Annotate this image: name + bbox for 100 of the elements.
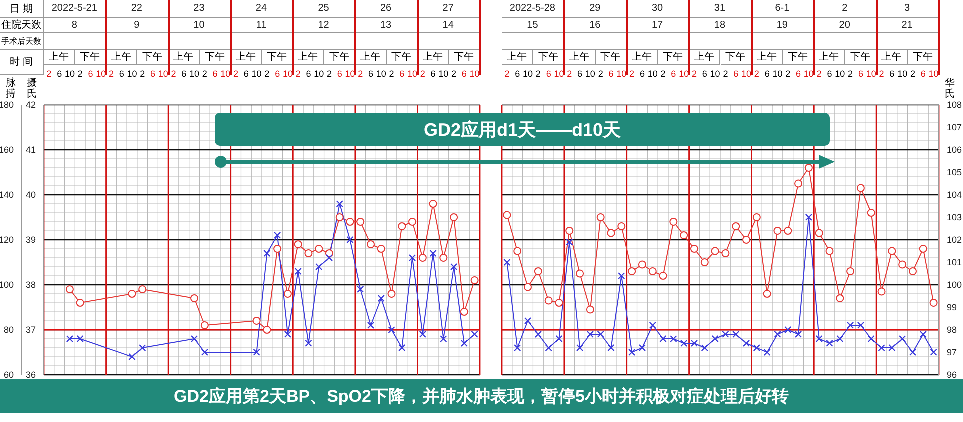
x-tick-label: 6: [337, 69, 342, 79]
x-tick-label: 6: [796, 69, 802, 79]
x-tick-label: 2: [660, 69, 666, 79]
x-tick-label: 10: [523, 69, 534, 79]
text: 9: [106, 18, 169, 33]
text: 14: [418, 18, 480, 33]
text: 上午: [174, 52, 194, 63]
text: 27: [418, 0, 480, 18]
x-tick-label: 2: [326, 69, 332, 79]
x-tick-label: 2: [202, 69, 208, 79]
x-tick-label: 10: [470, 69, 480, 79]
y2-tick-label: 96: [947, 370, 958, 380]
text: 下午: [663, 52, 684, 63]
y2-tick-label: 180: [0, 100, 14, 110]
y-tick-label: 40: [26, 190, 36, 200]
text: 上午: [111, 52, 132, 63]
text: 上午: [360, 52, 380, 63]
text: 17: [626, 18, 690, 33]
y2-tick-label: 160: [0, 145, 14, 156]
text: 下午: [600, 52, 621, 63]
x-tick-label: 10: [585, 69, 596, 79]
y2-tick-label: 120: [0, 235, 14, 246]
y-tick-label: 37: [26, 325, 36, 336]
text: 下午: [75, 50, 106, 65]
text: 11: [230, 18, 294, 33]
x-tick-label: 6: [57, 69, 62, 79]
text: 8: [44, 18, 106, 33]
x-tick-label: 6: [212, 69, 218, 79]
y2-tick-label: 99: [947, 302, 958, 313]
x-tick-label: 10: [772, 69, 783, 79]
x-tick-label: 2: [46, 69, 52, 79]
text: 2022-5-28: [502, 0, 564, 18]
x-tick-label: 2: [567, 69, 572, 79]
text: 20: [814, 18, 877, 33]
x-tick-label: 10: [190, 69, 200, 79]
x-tick-label: 10: [898, 69, 908, 79]
x-tick-label: 10: [252, 69, 262, 79]
x-tick-label: 10: [282, 69, 293, 79]
y-axis-title: 摄氏: [27, 78, 38, 100]
y2-tick-label: 80: [4, 325, 14, 336]
text: 25: [293, 0, 356, 18]
text: 上午: [882, 52, 902, 63]
x-tick-label: 2: [171, 69, 176, 79]
x-tick-label: 2: [108, 69, 114, 79]
x-tick-label: 6: [827, 69, 832, 79]
x-tick-label: 2: [786, 69, 791, 79]
y2-tick-label: 104: [947, 190, 962, 200]
text: 下午: [788, 52, 808, 63]
y2-tick-label: 106: [947, 145, 962, 156]
x-tick-label: 2: [630, 69, 635, 79]
text: 下午: [329, 52, 350, 63]
x-tick-label: 10: [928, 69, 939, 79]
x-tick-label: 10: [158, 69, 168, 79]
text: 上午: [694, 52, 714, 63]
x-tick-label: 2: [264, 69, 270, 79]
text: 2: [814, 0, 877, 18]
y2-tick-label: 98: [947, 325, 958, 336]
x-tick-label: 10: [220, 69, 231, 79]
text: 下午: [267, 52, 288, 63]
text: 21: [876, 18, 939, 33]
text: 23: [168, 0, 231, 18]
x-tick-label: 2: [420, 69, 426, 79]
x-tick-label: 6: [306, 69, 312, 79]
text: 时 间: [0, 50, 44, 75]
text: 18: [689, 18, 752, 33]
text: 上午: [298, 52, 318, 63]
x-tick-label: 10: [376, 69, 386, 79]
y-tick-label: 41: [26, 145, 36, 156]
x-tick-label: 2: [848, 69, 854, 79]
text: 24: [230, 0, 294, 18]
x-tick-label: 6: [275, 69, 280, 79]
y-tick-label: 38: [26, 280, 36, 290]
y2-tick-label: 97: [947, 348, 958, 358]
x-tick-label: 2: [692, 69, 697, 79]
x-tick-label: 6: [400, 69, 405, 79]
text: 19: [752, 18, 814, 33]
text: 上午: [422, 52, 443, 63]
x-tick-label: 10: [710, 69, 720, 79]
text: 16: [564, 18, 627, 33]
text: 上午: [756, 52, 777, 63]
y2-tick-label: 100: [947, 280, 962, 290]
text: 26: [355, 0, 418, 18]
text: 29: [564, 0, 627, 18]
text: 30: [626, 0, 690, 18]
x-tick-label: 10: [679, 69, 690, 79]
x-tick-label: 6: [88, 69, 94, 79]
x-tick-label: 6: [150, 69, 156, 79]
y2-tick-label: 101: [947, 258, 962, 268]
text: 下午: [912, 52, 933, 63]
x-tick-label: 10: [554, 69, 564, 79]
text: 下午: [726, 52, 746, 63]
text: 上午: [502, 50, 534, 65]
text: 住院天数: [0, 18, 44, 33]
x-tick-label: 6: [430, 69, 436, 79]
text: 3: [876, 0, 939, 18]
text: 31: [689, 0, 752, 18]
text: 2022-5-21: [44, 0, 106, 18]
x-tick-label: 2: [910, 69, 916, 79]
y2-tick-label: 100: [0, 280, 14, 290]
x-tick-label: 10: [804, 69, 814, 79]
